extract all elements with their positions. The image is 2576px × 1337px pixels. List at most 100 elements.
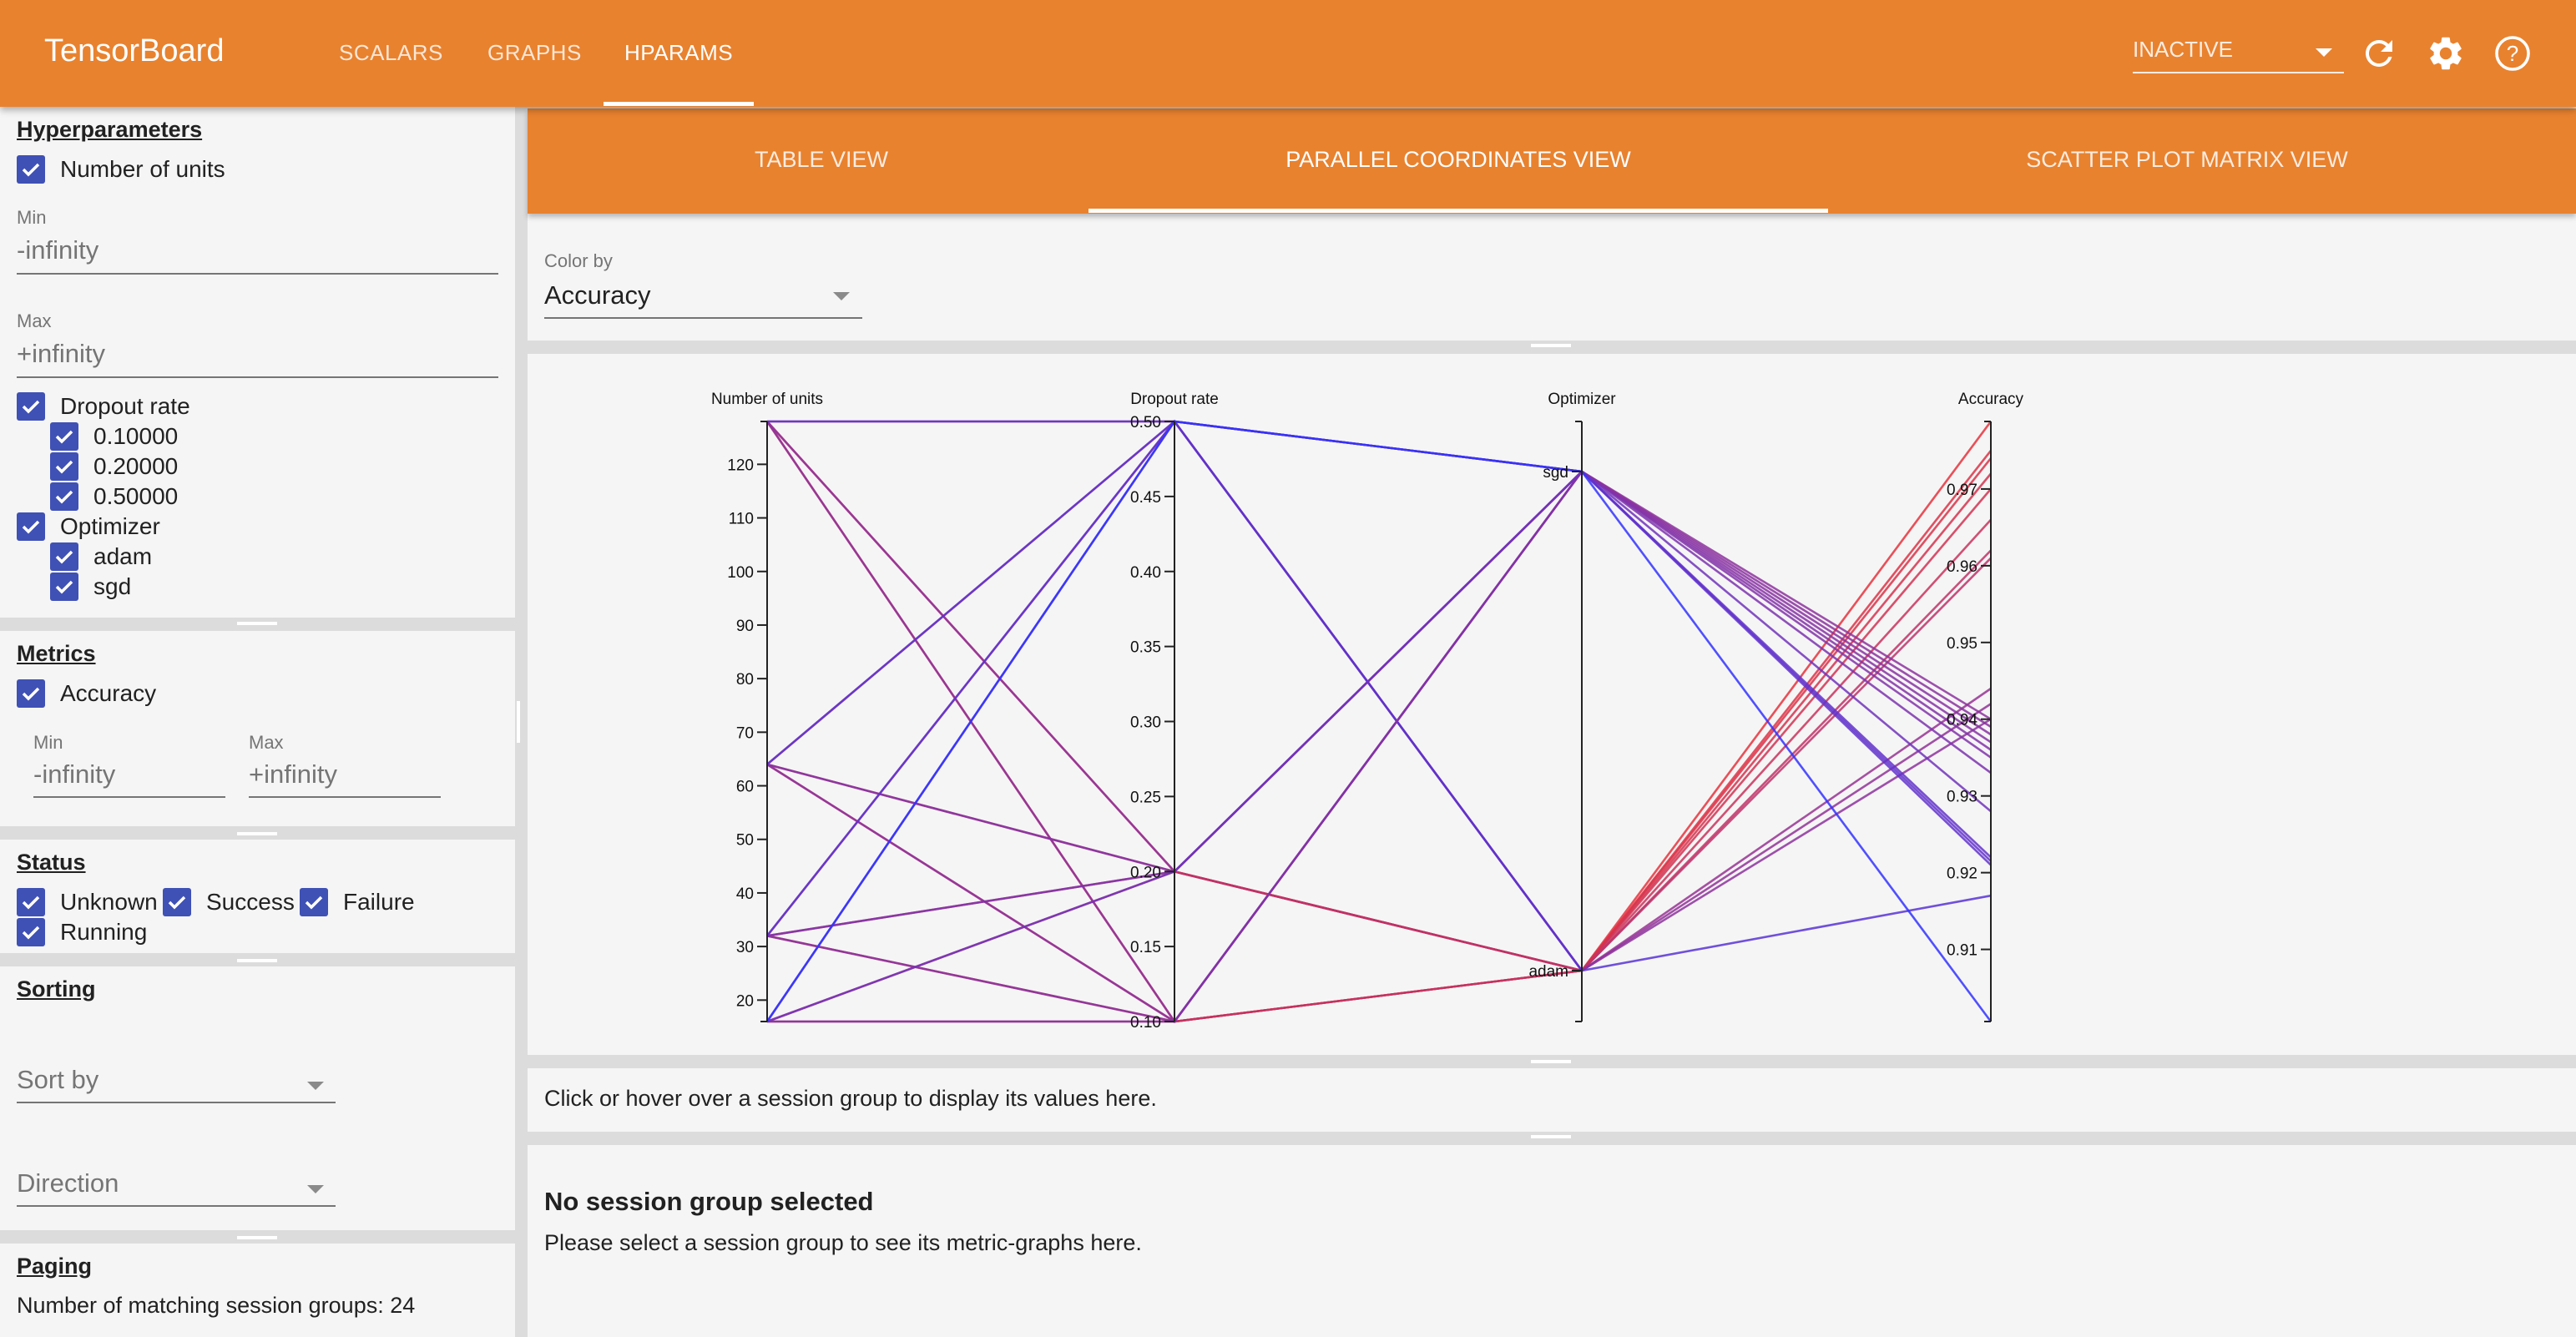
checkmark-icon: [55, 460, 73, 474]
tab-parallel-coordinates-view[interactable]: PARALLEL COORDINATES VIEW: [1285, 147, 1631, 172]
optimizer-value-label: sgd: [93, 573, 132, 599]
status-success-checkbox[interactable]: [163, 888, 191, 916]
tab-hparams[interactable]: HPARAMS: [624, 40, 734, 65]
accuracy-min-label: Min: [33, 732, 63, 753]
accuracy-checkbox[interactable]: [17, 679, 45, 708]
resize-handle[interactable]: [1531, 1060, 1571, 1063]
tick-label: 90: [736, 618, 754, 635]
session-line: [765, 420, 1993, 1022]
tick-label: 0.91: [1947, 942, 1977, 960]
dropdown-arrow-icon: [307, 1082, 324, 1090]
status-section: Status Unknown Success Failure Running: [0, 840, 515, 953]
refresh-icon[interactable]: [2359, 33, 2399, 73]
units-min-input[interactable]: -infinity: [17, 235, 99, 265]
status-unknown-checkbox[interactable]: [17, 888, 45, 916]
accuracy-max-input[interactable]: +infinity: [249, 759, 337, 789]
direction-underline: [17, 1205, 336, 1207]
resize-handle[interactable]: [1531, 1135, 1571, 1138]
settings-gear-icon[interactable]: [2426, 33, 2466, 73]
checkmark-icon: [22, 896, 40, 910]
session-info-panel: Click or hover over a session group to d…: [528, 1068, 2576, 1132]
resize-handle[interactable]: [237, 622, 277, 625]
dropout-value-label: 0.20000: [93, 453, 179, 479]
hyperparameters-section: Hyperparameters Number of units Min -inf…: [0, 107, 515, 618]
resize-handle[interactable]: [1531, 344, 1571, 347]
units-max-label: Max: [17, 310, 52, 331]
optimizer-value-label: adam: [93, 543, 153, 569]
accuracy-max-underline: [249, 796, 441, 798]
paging-heading: Paging: [17, 1254, 93, 1279]
color-by-value: Accuracy: [544, 280, 651, 310]
resize-handle[interactable]: [237, 1236, 277, 1239]
no-selection-title: No session group selected: [544, 1187, 874, 1216]
units-label: Number of units: [60, 156, 225, 182]
tick-label: 100: [727, 564, 754, 582]
dropout-0.2-checkbox[interactable]: [50, 452, 78, 481]
sidebar-resize-handle[interactable]: [517, 701, 520, 743]
units-checkbox[interactable]: [17, 155, 45, 184]
tick-label: 0.15: [1130, 939, 1161, 956]
status-running-checkbox[interactable]: [17, 918, 45, 946]
sidebar: Hyperparameters Number of units Min -inf…: [0, 107, 515, 1337]
units-min-label: Min: [17, 207, 47, 228]
plugin-selector-dropdown[interactable]: INACTIVE: [2133, 37, 2344, 73]
sorting-heading: Sorting: [17, 976, 96, 1001]
tab-scatter-plot-matrix-view[interactable]: SCATTER PLOT MATRIX VIEW: [2026, 147, 2348, 172]
accuracy-min-input[interactable]: -infinity: [33, 759, 116, 789]
tick-label: 40: [736, 885, 754, 903]
status-failure-checkbox[interactable]: [300, 888, 328, 916]
checkmark-icon: [22, 163, 40, 177]
tab-graphs[interactable]: GRAPHS: [487, 40, 582, 65]
tick-label: 70: [736, 724, 754, 742]
checkmark-icon: [22, 687, 40, 701]
axis-accuracy: Accuracy 0.91 0.92 0.93 0.94 0.95 0.96 0.97: [1947, 391, 2024, 1022]
tick-label: 30: [736, 939, 754, 956]
hover-hint: Click or hover over a session group to d…: [544, 1086, 1157, 1111]
axis-title: Dropout rate: [1130, 391, 1219, 408]
no-selection-message: Please select a session group to see its…: [544, 1230, 1142, 1255]
tick-label: 0.96: [1947, 558, 1977, 576]
session-line: [766, 557, 1992, 1023]
tick-label: 0.30: [1130, 714, 1161, 732]
checkmark-icon: [168, 896, 186, 910]
dropout-checkbox[interactable]: [17, 392, 45, 421]
session-lines: [765, 419, 1993, 1024]
session-line: [767, 470, 1992, 1023]
axis-title: Optimizer: [1548, 391, 1616, 408]
optimizer-sgd-checkbox[interactable]: [50, 573, 78, 601]
session-line: [766, 421, 1992, 874]
tick-label: 0.45: [1130, 489, 1161, 507]
dropdown-arrow-icon: [307, 1185, 324, 1193]
tab-scalars[interactable]: SCALARS: [339, 40, 443, 65]
resize-handle[interactable]: [237, 959, 277, 962]
accuracy-label: Accuracy: [60, 680, 157, 706]
tick-label: 0.92: [1947, 865, 1977, 883]
direction-placeholder: Direction: [17, 1168, 119, 1198]
status-failure-label: Failure: [343, 889, 415, 915]
optimizer-adam-checkbox[interactable]: [50, 542, 78, 571]
app-title: TensorBoard: [44, 33, 225, 68]
session-details-panel: No session group selected Please select …: [528, 1145, 2576, 1337]
axis-title: Accuracy: [1958, 391, 2024, 408]
svg-text:?: ?: [2507, 41, 2518, 66]
session-line: [766, 420, 1992, 862]
checkmark-icon: [55, 580, 73, 594]
help-icon[interactable]: ?: [2493, 33, 2533, 73]
status-unknown-label: Unknown: [60, 889, 158, 915]
accuracy-max-label: Max: [249, 732, 284, 753]
tick-label: 20: [736, 992, 754, 1010]
tab-table-view[interactable]: TABLE VIEW: [754, 147, 889, 172]
parallel-coordinates-chart[interactable]: Number of units 20 30 40 50 60 70 80 90 100 110 120…: [528, 354, 2576, 1055]
dropout-0.5-checkbox[interactable]: [50, 482, 78, 511]
dropout-0.1-checkbox[interactable]: [50, 422, 78, 451]
tick-label: sgd: [1543, 464, 1568, 482]
session-line: [766, 450, 1993, 1023]
resize-handle[interactable]: [237, 832, 277, 835]
tick-label: 0.93: [1947, 789, 1977, 806]
dropout-label: Dropout rate: [60, 393, 190, 419]
checkmark-icon: [22, 400, 40, 414]
top-app-bar: TensorBoard SCALARS GRAPHS HPARAMS INACT…: [0, 0, 2576, 107]
optimizer-checkbox[interactable]: [17, 512, 45, 541]
units-max-input[interactable]: +infinity: [17, 339, 105, 368]
metrics-heading: Metrics: [17, 641, 96, 666]
